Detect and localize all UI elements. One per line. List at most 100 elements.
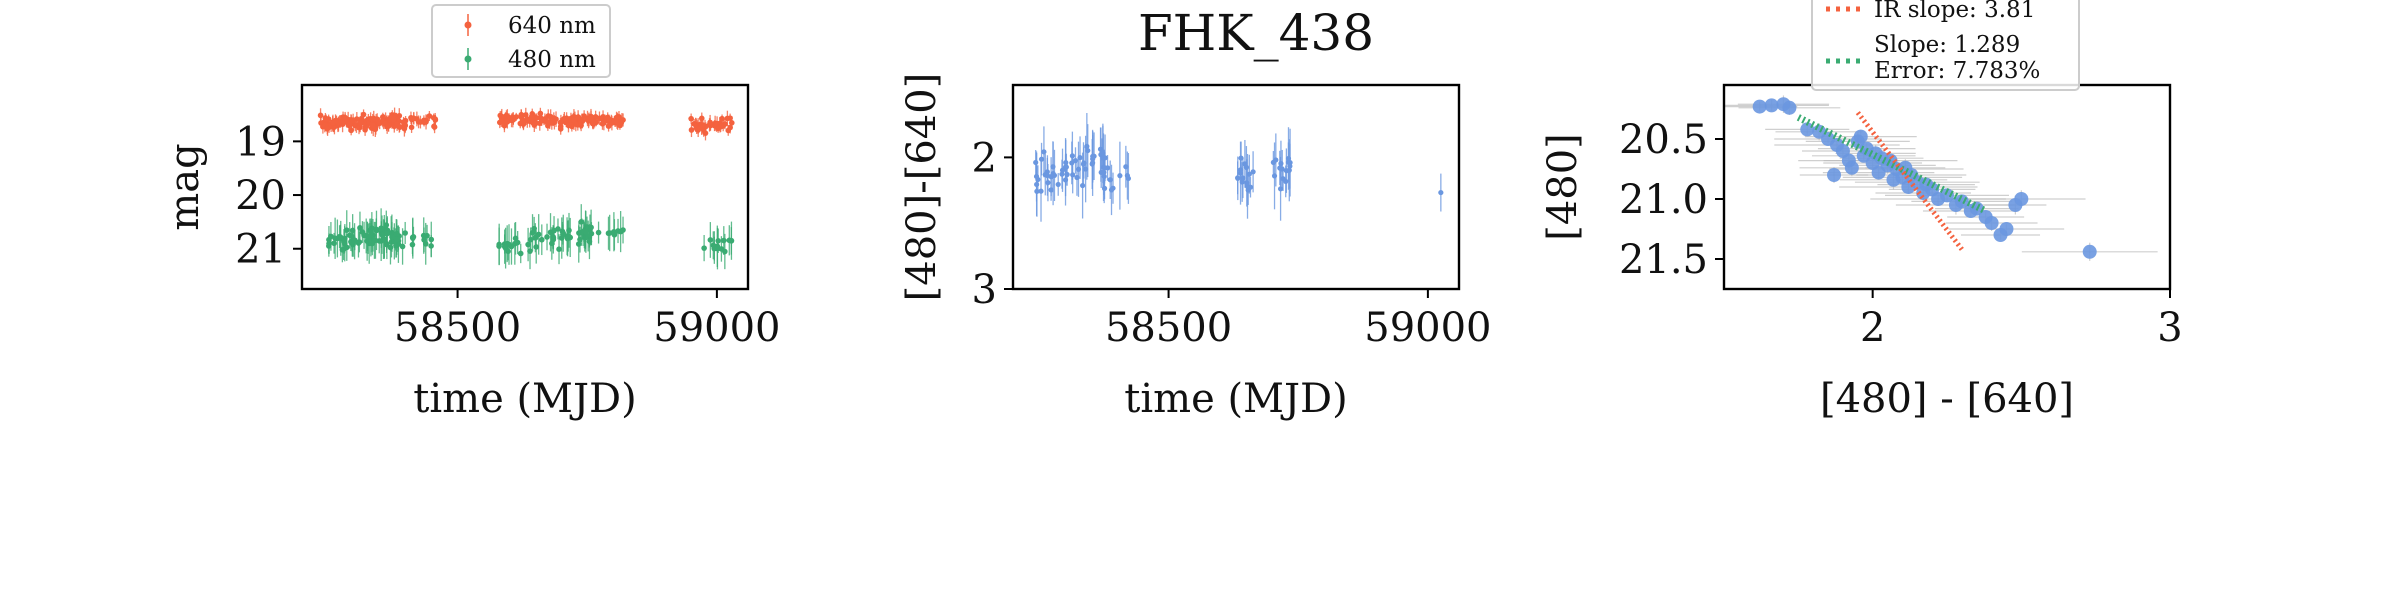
data-point (409, 241, 416, 248)
figure-title: FHK_438 (1138, 4, 1374, 62)
data-point (410, 115, 417, 122)
data-point (698, 125, 705, 131)
data-point (1034, 188, 1040, 194)
data-point (527, 248, 533, 254)
data-point (549, 240, 555, 247)
data-point (527, 236, 534, 243)
data-point (538, 236, 545, 243)
data-point (1101, 185, 1108, 191)
y-tick-label: 20 (235, 173, 286, 219)
legend-marker (464, 21, 472, 29)
data-point (498, 118, 505, 125)
data-point (1050, 164, 1056, 170)
data-point (1033, 159, 1039, 166)
data-point (611, 228, 617, 235)
legend-label: 640 nm (508, 13, 596, 39)
data-point (520, 118, 527, 125)
data-point (1277, 165, 1283, 171)
data-point (396, 123, 403, 130)
data-point (362, 123, 369, 130)
data-point (1110, 185, 1116, 191)
data-point (1079, 182, 1086, 189)
data-point (544, 119, 551, 126)
panel-color-magnitude: 2 3 20.5 21.0 21.5 [480] - [640] [480] IR slope… (1540, 0, 2183, 422)
data-point (1287, 163, 1293, 169)
data-point (1107, 177, 1113, 183)
data-point (372, 126, 379, 133)
data-point (326, 240, 332, 247)
data-point (1764, 98, 1779, 113)
data-point (560, 231, 566, 238)
data-point (379, 231, 385, 238)
data-point (356, 239, 363, 245)
x-tick-label: 58500 (1105, 305, 1232, 351)
y-tick-label: 3 (972, 267, 997, 313)
data-point (576, 230, 582, 236)
data-point (393, 236, 400, 242)
data-point (1055, 181, 1061, 188)
data-point (350, 117, 356, 124)
data-point (1919, 177, 1934, 192)
data-point (718, 246, 725, 252)
data-point (588, 115, 594, 121)
data-point (1038, 156, 1045, 162)
y-axis-label: mag (162, 143, 208, 230)
data-point (384, 123, 390, 130)
data-point (1250, 169, 1256, 175)
plot-area (317, 107, 735, 270)
data-point (1125, 175, 1132, 182)
data-point (384, 231, 390, 237)
data-point (579, 116, 585, 123)
data-point (596, 115, 603, 122)
data-point (533, 120, 539, 126)
data-point (728, 238, 735, 244)
y-tick-label: 2 (972, 135, 997, 181)
x-axis-label: [480] - [640] (1820, 376, 2074, 422)
data-point (509, 114, 516, 121)
data-point (715, 237, 722, 244)
data-point (415, 119, 422, 125)
data-point (1280, 176, 1286, 182)
data-point (1782, 100, 1797, 115)
panel-color-curve: 58500 59000 2 3 time (MJD) [480]-[640] (899, 73, 1492, 422)
data-point (360, 111, 367, 118)
data-point (719, 115, 725, 122)
y-tick-label: 20.5 (1619, 117, 1708, 163)
data-point (533, 115, 540, 121)
data-point (1800, 122, 1815, 137)
data-point (1102, 155, 1108, 161)
data-point (369, 116, 376, 123)
data-point (1270, 159, 1276, 166)
y-axis-label: [480]-[640] (899, 73, 945, 302)
data-point (357, 225, 363, 231)
data-point (503, 118, 510, 125)
data-point (721, 237, 727, 244)
data-point (317, 112, 324, 119)
ir-slope-line (1855, 111, 1964, 251)
data-point (1123, 164, 1129, 170)
data-point (583, 229, 589, 235)
data-point (426, 113, 433, 119)
data-point (1984, 216, 1999, 230)
data-point (561, 115, 568, 122)
data-point (1038, 188, 1044, 194)
legend-label-error: Error: 7.783% (1874, 58, 2040, 84)
data-point (2082, 244, 2097, 259)
data-point (1235, 175, 1241, 181)
data-point (320, 123, 326, 130)
data-point (1438, 189, 1444, 196)
legend: 640 nm 480 nm (431, 4, 611, 78)
data-point (369, 240, 376, 247)
data-point (1059, 171, 1065, 177)
data-point (1041, 149, 1047, 155)
data-point (1077, 155, 1083, 161)
data-point (715, 125, 721, 132)
x-tick-label: 59000 (653, 305, 780, 351)
legend-box (431, 4, 611, 78)
data-point (545, 113, 552, 119)
data-point (577, 236, 583, 243)
data-point (421, 119, 427, 126)
x-tick-label: 2 (1860, 305, 1885, 351)
data-point (535, 231, 542, 238)
data-point (688, 127, 695, 133)
